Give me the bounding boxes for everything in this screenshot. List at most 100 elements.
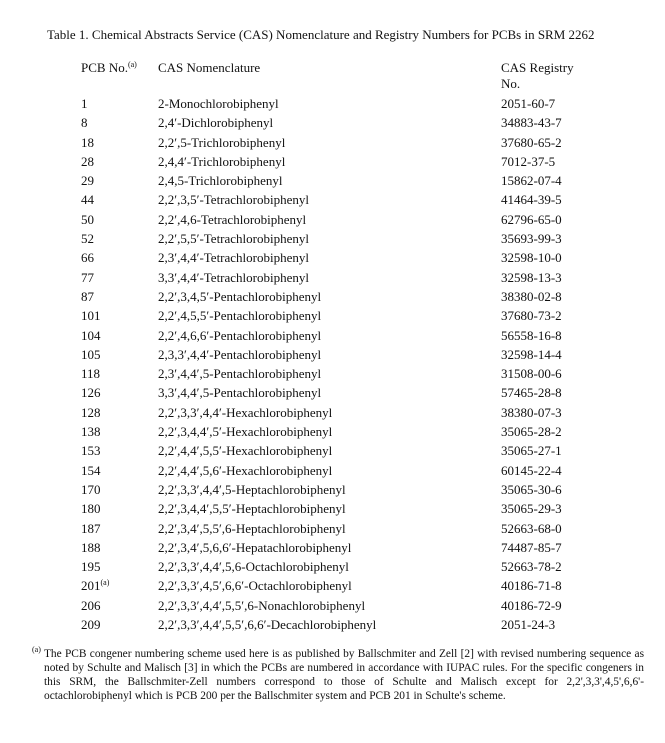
pcb-number: 66 — [81, 250, 94, 266]
pcb-number: 101 — [81, 308, 101, 324]
table-row: 18 2,2′,5-Trichlorobiphenyl 37680-65-2 — [0, 135, 665, 154]
cas-registry-number: 37680-73-2 — [501, 308, 562, 324]
cas-registry-number: 38380-07-3 — [501, 404, 562, 420]
table-row: 187 2,2′,3,4′,5,5′,6-Heptachlorobiphenyl 5… — [0, 521, 665, 540]
cas-nomenclature: 2,4′-Dichlorobiphenyl — [158, 115, 274, 131]
pcb-number-value: 188 — [81, 539, 101, 555]
table-row: 126 3,3′,4,4′,5-Pentachlorobiphenyl 57465-… — [0, 385, 665, 404]
pcb-number-value: 101 — [81, 308, 101, 324]
cas-registry-number: 40186-71-8 — [501, 578, 562, 594]
cas-registry-number: 35065-28-2 — [501, 424, 562, 440]
footnote-ref: (a) — [127, 60, 137, 69]
pcb-number-value: 126 — [81, 385, 101, 401]
pcb-number: 1 — [81, 96, 88, 112]
table-row: 104 2,2′,4,6,6′-Pentachlorobiphenyl 56558-… — [0, 328, 665, 347]
cas-nomenclature: 2,2′,4,6-Tetrachlorobiphenyl — [158, 211, 307, 227]
cas-nomenclature: 2,2′,3,4,4′,5,5′-Heptachlorobiphenyl — [158, 501, 346, 517]
pcb-number: 104 — [81, 328, 101, 344]
pcb-number-value: 138 — [81, 424, 101, 440]
pcb-number-value: 18 — [81, 134, 94, 150]
table-title: Table 1. Chemical Abstracts Service (CAS… — [47, 27, 595, 42]
cas-nomenclature: 2,2′,3,4,5′-Pentachlorobiphenyl — [158, 288, 322, 304]
header-pcb-label: PCB No. — [81, 60, 128, 75]
pcb-number: 201(a) — [81, 578, 109, 594]
cas-nomenclature: 2,3′,4,4′-Tetrachlorobiphenyl — [158, 250, 309, 266]
table-row: 87 2,2′,3,4,5′-Pentachlorobiphenyl 38380-0… — [0, 289, 665, 308]
pcb-number-value: 187 — [81, 520, 101, 536]
cas-nomenclature: 2,2′,3,3′,4,5′,6,6′-Octachlorobiphenyl — [158, 578, 352, 594]
header-cas-line1: CAS Registry — [501, 60, 574, 75]
cas-registry-number: 7012-37-5 — [501, 153, 556, 169]
table-row: 29 2,4,5-Trichlorobiphenyl 15862-07-4 — [0, 173, 665, 192]
pcb-number: 28 — [81, 154, 94, 170]
header-pcb-no: PCB No.(a) — [81, 60, 137, 76]
pcb-number: 50 — [81, 212, 94, 228]
table-body: 1 2-Monochlorobiphenyl 2051-60-7 8 2,4′-Dich… — [0, 96, 665, 636]
cas-registry-number: 41464-39-5 — [501, 192, 562, 208]
pcb-number-value: 170 — [81, 481, 101, 497]
pcb-number: 8 — [81, 115, 88, 131]
pcb-number: 180 — [81, 501, 101, 517]
header-cas-line2: No. — [501, 76, 521, 91]
pcb-number-value: 209 — [81, 617, 101, 633]
cas-nomenclature: 2,2′,3,3′,4,4′,5-Heptachlorobiphenyl — [158, 481, 346, 497]
cas-nomenclature: 2,2′,3,3′,4,4′,5,5′,6-Nonachlorobiphenyl — [158, 597, 366, 613]
cas-registry-number: 37680-65-2 — [501, 134, 562, 150]
table-row: 1 2-Monochlorobiphenyl 2051-60-7 — [0, 96, 665, 115]
table-row: 128 2,2′,3,3′,4,4′-Hexachlorobiphenyl 3838… — [0, 405, 665, 424]
pcb-number-value: 201 — [81, 578, 101, 594]
cas-registry-number: 38380-02-8 — [501, 288, 562, 304]
pcb-number: 128 — [81, 405, 101, 421]
footnote-marker: (a) — [32, 645, 41, 654]
pcb-number: 126 — [81, 385, 101, 401]
pcb-number: 154 — [81, 463, 101, 479]
footnote: (a) The PCB congener numbering scheme us… — [32, 645, 644, 703]
pcb-number-value: 66 — [81, 250, 94, 266]
pcb-number-value: 206 — [81, 597, 101, 613]
pcb-number: 153 — [81, 443, 101, 459]
footnote-ref: (a) — [100, 578, 110, 588]
cas-nomenclature: 2,2′,5,5′-Tetrachlorobiphenyl — [158, 231, 309, 247]
header-cas-registry: CAS Registry No. — [501, 60, 574, 92]
pcb-number: 187 — [81, 521, 101, 537]
pcb-number: 188 — [81, 540, 101, 556]
pcb-number: 118 — [81, 366, 100, 382]
cas-nomenclature: 2,2′,3,3′,4,4′,5,5′,6,6′-Decachlorobiphe… — [158, 617, 377, 633]
cas-registry-number: 52663-68-0 — [501, 520, 562, 536]
pcb-number: 206 — [81, 598, 101, 614]
cas-registry-number: 40186-72-9 — [501, 597, 562, 613]
cas-nomenclature: 2,2′,3,5′-Tetrachlorobiphenyl — [158, 192, 309, 208]
pcb-number-value: 195 — [81, 559, 101, 575]
pcb-number: 44 — [81, 192, 94, 208]
cas-registry-number: 60145-22-4 — [501, 462, 562, 478]
cas-registry-number: 15862-07-4 — [501, 173, 562, 189]
pcb-number-value: 180 — [81, 501, 101, 517]
pcb-number: 77 — [81, 270, 94, 286]
table-row: 170 2,2′,3,3′,4,4′,5-Heptachlorobiphenyl 3… — [0, 482, 665, 501]
cas-nomenclature: 3,3′,4,4′-Tetrachlorobiphenyl — [158, 269, 309, 285]
cas-nomenclature: 2,3,3′,4,4′-Pentachlorobiphenyl — [158, 346, 322, 362]
pcb-number-value: 8 — [81, 115, 88, 131]
cas-nomenclature: 2,2′,3,4′,5,5′,6-Heptachlorobiphenyl — [158, 520, 346, 536]
cas-nomenclature: 2,2′,3,4′,5,6,6′-Hepatachlorobiphenyl — [158, 539, 352, 555]
cas-registry-number: 62796-65-0 — [501, 211, 562, 227]
pcb-number: 138 — [81, 424, 101, 440]
cas-nomenclature: 3,3′,4,4′,5-Pentachlorobiphenyl — [158, 385, 322, 401]
cas-nomenclature: 2,2′,3,3′,4,4′-Hexachlorobiphenyl — [158, 404, 333, 420]
cas-nomenclature: 2,4,4′-Trichlorobiphenyl — [158, 153, 286, 169]
pcb-number-value: 44 — [81, 192, 94, 208]
pcb-number-value: 118 — [81, 366, 101, 382]
cas-registry-number: 2051-60-7 — [501, 96, 556, 111]
table-row: 44 2,2′,3,5′-Tetrachlorobiphenyl 41464-39-… — [0, 192, 665, 211]
cas-registry-number: 35065-27-1 — [501, 443, 562, 459]
table-row: 8 2,4′-Dichlorobiphenyl 34883-43-7 — [0, 115, 665, 134]
pcb-number-value: 153 — [81, 443, 101, 459]
table-row: 209 2,2′,3,3′,4,4′,5,5′,6,6′-Decachlorobi… — [0, 617, 665, 636]
cas-nomenclature: 2,2′,5-Trichlorobiphenyl — [158, 134, 286, 150]
cas-registry-number: 57465-28-8 — [501, 385, 562, 401]
table-row: 188 2,2′,3,4′,5,6,6′-Hepatachlorobiphenyl… — [0, 540, 665, 559]
cas-nomenclature: 2,2′,3,3′,4,4′,5,6-Octachlorobiphenyl — [158, 559, 349, 575]
pcb-number: 52 — [81, 231, 94, 247]
cas-registry-number: 34883-43-7 — [501, 115, 562, 131]
